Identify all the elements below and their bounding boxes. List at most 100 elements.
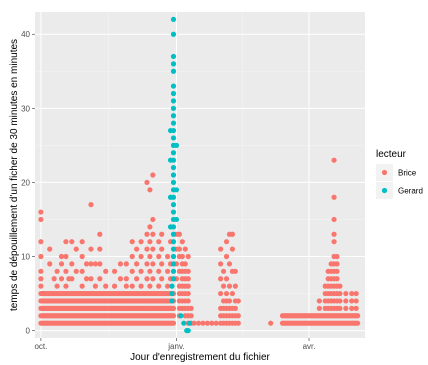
data-point-brice [218,276,224,282]
data-point-brice [334,253,340,260]
data-point-brice [331,239,337,245]
y-tick-label: 30 [21,104,30,113]
data-point-brice [138,239,144,245]
data-point-brice [144,231,150,237]
data-point-brice [232,268,238,274]
data-point-gerard [170,105,177,111]
data-point-brice [111,268,118,274]
data-point-gerard [173,187,180,193]
data-point-brice [63,239,69,245]
data-point-brice [316,305,322,311]
data-point-brice [220,268,227,274]
data-point-brice [185,290,191,297]
data-point-gerard [169,298,175,304]
data-point-brice [73,268,79,274]
data-point-brice [147,187,153,193]
data-point-brice [218,290,224,297]
data-point-brice [38,283,44,289]
data-point-brice [88,261,94,267]
data-point-gerard [187,320,193,326]
legend-swatch-gerard [381,187,388,194]
data-point-brice [170,313,177,319]
data-point-brice [63,268,69,274]
data-point-gerard [167,194,174,200]
data-point-gerard [170,276,177,282]
data-point-brice [58,261,65,267]
data-point-brice [337,283,343,289]
data-point-brice [147,239,153,245]
data-point-brice [47,261,53,267]
data-point-brice [138,283,144,289]
data-point-brice [97,246,103,252]
data-point-brice [229,231,236,237]
data-point-brice [334,276,340,282]
data-point-brice [164,283,171,289]
data-point-brice [117,276,124,282]
data-point-brice [51,276,57,282]
data-point-brice [79,239,85,245]
data-point-brice [213,320,219,326]
data-point-gerard [170,31,177,37]
data-point-brice [63,253,69,260]
data-point-brice [147,283,153,289]
x-tick-label: avr. [303,342,316,351]
data-point-brice [170,320,177,326]
data-point-brice [63,283,69,289]
data-point-brice [88,202,94,208]
data-point-brice [226,298,233,304]
data-point-brice [144,276,150,282]
data-point-brice [188,313,194,319]
data-point-brice [150,276,156,282]
data-point-brice [188,305,194,311]
data-point-brice [232,283,238,289]
data-point-brice [58,253,65,260]
y-tick-label: 40 [21,30,30,39]
data-point-brice [134,246,140,252]
data-point-brice [123,283,129,289]
data-points [38,16,361,334]
data-point-brice [150,172,156,178]
data-point-brice [38,239,44,245]
y-axis-title: temps de dépouillement d'un ficher de 30… [9,39,20,311]
data-point-gerard [170,61,177,67]
x-tick-label: oct. [34,342,47,351]
data-point-brice [331,194,337,200]
data-point-gerard [170,16,177,23]
data-point-brice [144,246,150,252]
data-point-gerard [173,216,180,223]
data-point-brice [337,305,343,311]
data-point-brice [129,253,135,260]
data-point-brice [179,239,185,245]
data-point-brice [123,261,129,267]
data-point-brice [185,298,191,304]
data-point-gerard [170,253,177,260]
panel-background [35,12,365,338]
data-point-brice [226,283,233,289]
data-point-brice [337,290,343,297]
data-point-brice [88,246,94,252]
data-point-brice [343,290,349,297]
data-point-brice [334,261,340,267]
data-point-gerard [167,127,174,134]
legend-swatch-brice [381,169,388,176]
data-point-brice [268,320,274,326]
data-point-gerard [170,239,177,245]
data-point-brice [69,261,75,267]
data-point-brice [150,216,156,223]
data-point-brice [164,253,171,260]
series-brice [38,157,361,326]
data-point-brice [235,313,241,319]
legend-label-brice: Brice [398,169,417,178]
data-point-brice [129,268,135,274]
data-point-brice [147,268,153,274]
data-point-gerard [173,142,180,148]
data-point-brice [54,268,60,274]
y-axis-ticks: 0 10 20 30 40 [21,30,35,336]
data-point-brice [334,268,340,274]
y-tick-label: 10 [21,253,30,262]
data-point-gerard [170,179,177,186]
data-point-brice [97,276,103,282]
data-point-brice [103,283,109,289]
data-point-brice [156,239,162,245]
